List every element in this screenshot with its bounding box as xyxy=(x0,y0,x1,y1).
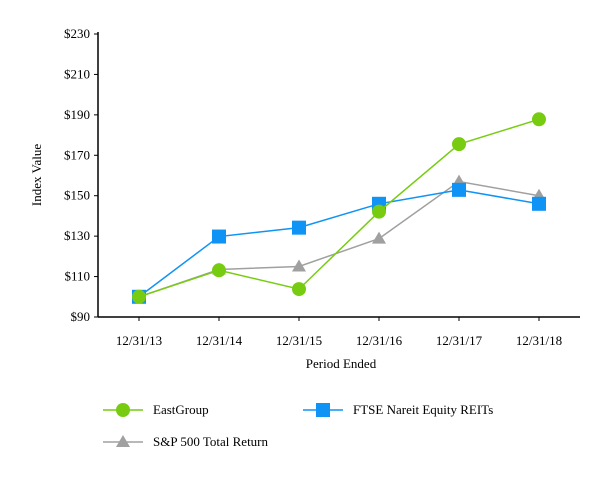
data-point xyxy=(452,137,466,152)
data-point xyxy=(292,259,306,272)
data-point xyxy=(452,182,466,197)
data-point xyxy=(212,229,226,244)
x-tick-label: 12/31/16 xyxy=(356,333,403,348)
legend-item: EastGroup xyxy=(103,402,209,417)
data-point xyxy=(532,196,546,211)
legend-label: EastGroup xyxy=(153,402,209,417)
legend-item: S&P 500 Total Return xyxy=(103,434,269,449)
x-tick-label: 12/31/18 xyxy=(516,333,562,348)
y-axis-label: Index Value xyxy=(29,144,44,206)
x-tick-label: 12/31/17 xyxy=(436,333,483,348)
legend: EastGroup FTSE Nareit Equity REITs S&P 500… xyxy=(103,402,493,449)
x-tick-label: 12/31/13 xyxy=(116,333,162,348)
y-tick-label: $150 xyxy=(64,188,90,203)
y-tick-label: $190 xyxy=(64,107,90,122)
legend-item: FTSE Nareit Equity REITs xyxy=(303,402,493,417)
x-tick-label: 12/31/14 xyxy=(196,333,243,348)
data-point xyxy=(372,204,386,219)
data-point xyxy=(372,231,386,244)
y-tick-label: $210 xyxy=(64,66,90,81)
y-tick-label: $230 xyxy=(64,26,90,41)
x-axis-label: Period Ended xyxy=(306,356,377,371)
y-tick-label: $90 xyxy=(71,309,91,324)
legend-marker xyxy=(116,403,130,417)
y-tick-label: $170 xyxy=(64,147,90,162)
data-point xyxy=(132,289,146,304)
series-circle xyxy=(132,112,546,304)
series-group xyxy=(132,112,546,304)
series-line xyxy=(138,180,540,298)
y-tick-label: $130 xyxy=(64,228,90,243)
data-point xyxy=(292,220,306,235)
legend-marker xyxy=(116,435,130,447)
legend-marker xyxy=(316,403,330,417)
data-point xyxy=(532,112,546,127)
series-square xyxy=(132,182,546,304)
series-line xyxy=(138,118,540,298)
legend-label: FTSE Nareit Equity REITs xyxy=(353,402,493,417)
data-point xyxy=(212,263,226,278)
legend-label: S&P 500 Total Return xyxy=(153,434,269,449)
series-line xyxy=(138,189,540,298)
x-tick-label: 12/31/15 xyxy=(276,333,322,348)
axes: $90 $110 $130 $150 $170 $190 $210 $230 12/31/13 1… xyxy=(64,26,580,348)
y-tick-label: $110 xyxy=(64,269,90,284)
data-point xyxy=(292,282,306,297)
